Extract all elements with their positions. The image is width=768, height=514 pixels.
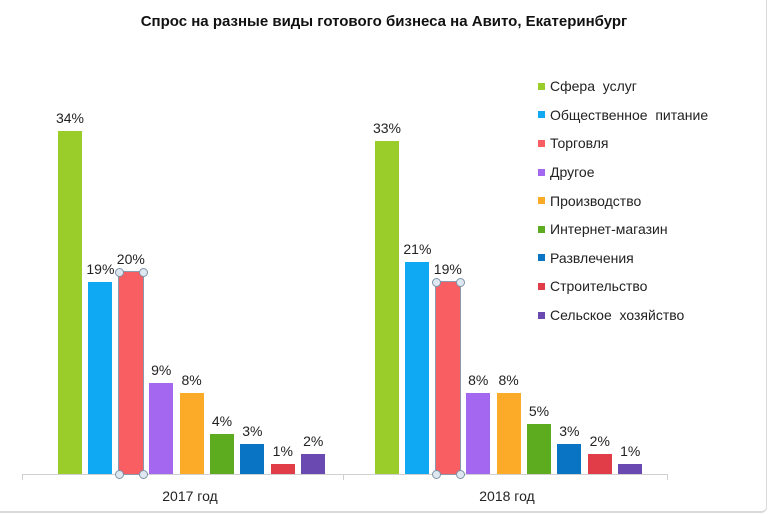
data-label: 3% — [559, 422, 580, 439]
bar[interactable] — [270, 463, 295, 474]
bar[interactable] — [557, 443, 582, 474]
data-label: 2% — [589, 432, 610, 449]
category-label-2017: 2017 год — [162, 488, 218, 504]
bar[interactable] — [58, 130, 82, 474]
bar[interactable] — [527, 423, 551, 474]
selection-handle[interactable] — [138, 268, 148, 277]
bar[interactable] — [587, 453, 612, 474]
data-label: 2% — [303, 432, 324, 449]
selection-handle[interactable] — [455, 470, 465, 479]
bar[interactable] — [240, 443, 265, 474]
bar[interactable] — [179, 393, 204, 474]
bar[interactable] — [618, 463, 643, 474]
legend-swatch-icon — [538, 282, 545, 290]
data-label: 1% — [620, 442, 641, 459]
data-label: 9% — [151, 362, 172, 379]
data-label: 34% — [55, 109, 85, 126]
data-label: 8% — [468, 372, 489, 389]
legend-label: Сфера услуг — [550, 78, 637, 95]
category-label-2018: 2018 год — [479, 488, 535, 504]
data-label: 19% — [433, 261, 462, 278]
legend-label: Торговля — [550, 135, 609, 152]
bar[interactable] — [88, 282, 113, 474]
legend-item[interactable]: Производство — [538, 186, 708, 215]
legend-label: Общественное питание — [550, 106, 709, 123]
legend: Сфера услуг Общественное питание Торговля Д… — [538, 72, 708, 329]
data-label: 33% — [372, 119, 402, 136]
legend-label: Строительство — [550, 278, 648, 295]
legend-swatch-icon — [538, 168, 545, 176]
data-label: 19% — [86, 261, 115, 278]
legend-item[interactable]: Сельское хозяйство — [538, 301, 708, 330]
legend-item[interactable]: Сфера услуг — [538, 72, 708, 101]
data-label: 4% — [211, 412, 233, 429]
legend-label: Интернет-магазин — [550, 221, 668, 238]
legend-item[interactable]: Интернет-магазин — [538, 215, 708, 244]
data-label: 8% — [181, 372, 202, 389]
legend-item[interactable]: Торговля — [538, 129, 708, 158]
legend-label: Другое — [550, 164, 595, 181]
data-label: 3% — [242, 422, 263, 439]
data-label: 20% — [116, 251, 145, 267]
legend-swatch-icon — [538, 111, 545, 119]
bar[interactable] — [210, 433, 234, 474]
selection-handle[interactable] — [455, 278, 465, 288]
legend-swatch-icon — [538, 197, 545, 205]
data-label: 8% — [498, 372, 519, 389]
legend-item[interactable]: Общественное питание — [538, 101, 708, 130]
axis-tick — [667, 474, 668, 480]
data-label: 1% — [272, 442, 293, 459]
legend-swatch-icon — [538, 225, 545, 233]
legend-label: Сельское хозяйство — [550, 307, 685, 324]
bar[interactable] — [434, 281, 461, 475]
x-axis-left — [22, 474, 343, 475]
data-label: 21% — [403, 240, 432, 257]
data-label: 5% — [528, 402, 550, 419]
legend-label: Развлечения — [550, 249, 634, 266]
legend-swatch-icon — [538, 254, 545, 262]
chart-title: Спрос на разные виды готового бизнеса на… — [140, 13, 628, 30]
legend-swatch-icon — [538, 139, 545, 147]
bar[interactable] — [466, 393, 491, 474]
selection-handle[interactable] — [138, 470, 148, 479]
bar[interactable] — [496, 393, 521, 474]
bar[interactable] — [149, 383, 174, 474]
axis-tick — [343, 474, 344, 480]
bar[interactable] — [117, 271, 144, 475]
legend-item[interactable]: Другое — [538, 158, 708, 187]
legend-swatch-icon — [538, 82, 545, 90]
legend-item[interactable]: Развлечения — [538, 244, 708, 273]
selection-handle[interactable] — [114, 470, 124, 479]
x-axis-right — [343, 474, 668, 475]
bar[interactable] — [301, 453, 326, 474]
legend-label: Производство — [550, 192, 642, 209]
legend-item[interactable]: Строительство — [538, 272, 708, 301]
bar[interactable] — [375, 140, 399, 474]
bar[interactable] — [405, 261, 430, 474]
selection-handle[interactable] — [431, 278, 441, 288]
selection-handle[interactable] — [114, 268, 124, 277]
legend-swatch-icon — [538, 311, 545, 319]
selection-handle[interactable] — [431, 470, 441, 479]
axis-tick — [22, 474, 23, 480]
